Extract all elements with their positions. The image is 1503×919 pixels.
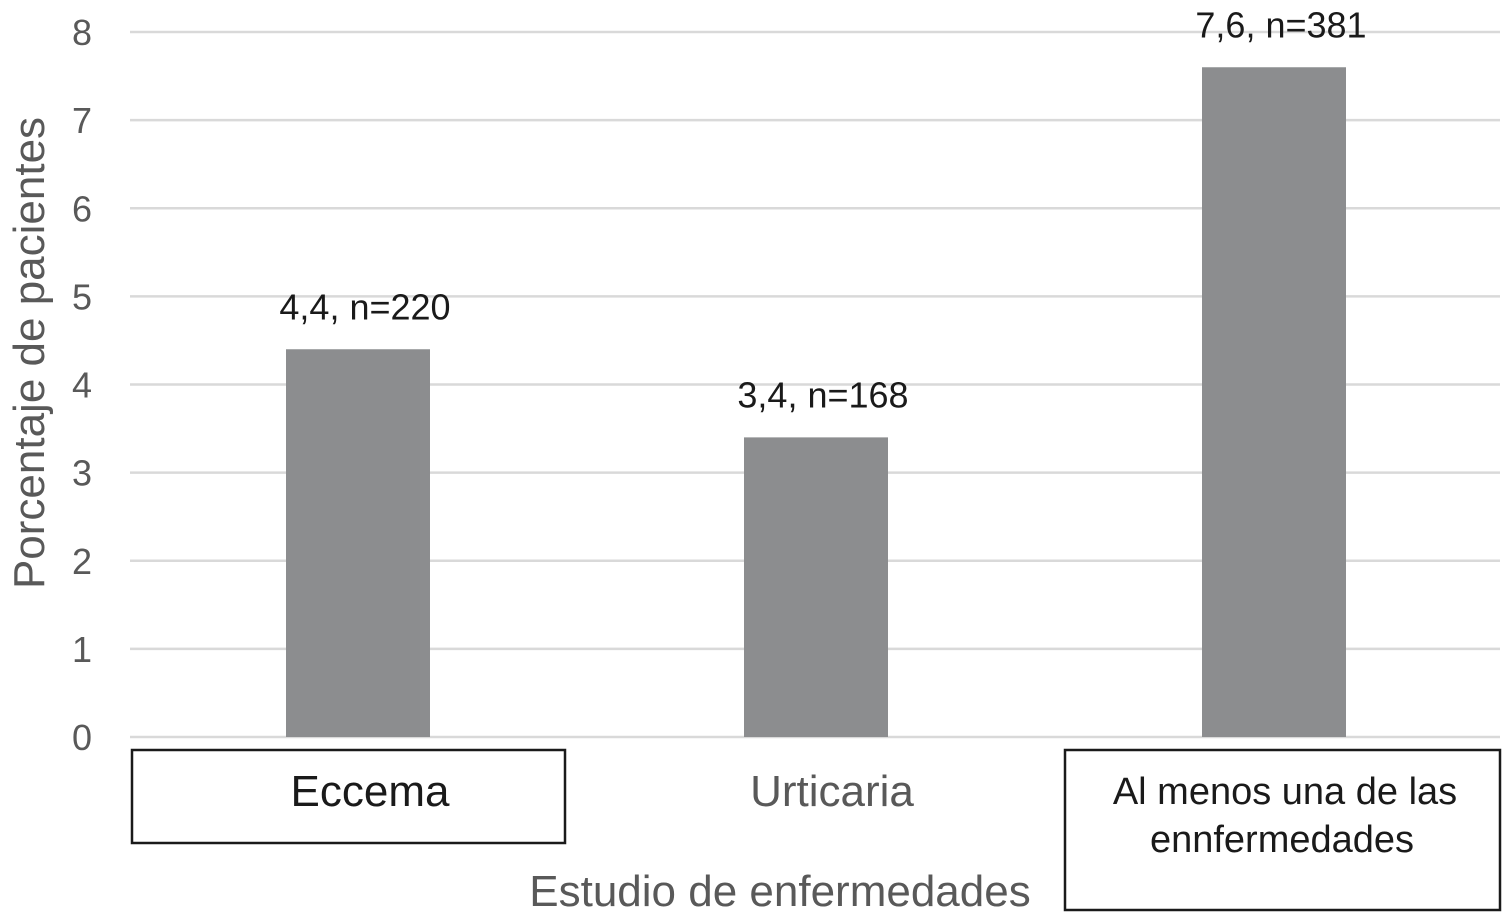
data-label: 7,6, n=381 (1195, 4, 1366, 45)
y-tick-label: 3 (72, 453, 92, 494)
y-tick-label: 6 (72, 188, 92, 229)
bar (1202, 67, 1346, 737)
category-label: Urticaria (750, 767, 914, 816)
data-label: 3,4, n=168 (737, 374, 908, 415)
bar (286, 349, 430, 737)
category-label-line: Al menos una de las (1113, 771, 1457, 813)
y-tick-label: 8 (72, 12, 92, 53)
x-axis-title: Estudio de enfermedades (529, 867, 1030, 916)
y-tick-label: 0 (72, 717, 92, 758)
y-tick-label: 4 (72, 365, 92, 406)
y-axis-ticks: 0 1 2 3 4 5 6 7 8 (72, 12, 92, 758)
y-tick-label: 2 (72, 541, 92, 582)
y-tick-label: 7 (72, 100, 92, 141)
y-tick-label: 1 (72, 629, 92, 670)
category-label: Eccema (291, 767, 450, 816)
category-label-line: ennfermedades (1150, 819, 1414, 861)
bar (744, 437, 888, 737)
y-axis-title: Porcentaje de pacientes (5, 117, 54, 589)
data-label: 4,4, n=220 (279, 286, 450, 327)
y-tick-label: 5 (72, 276, 92, 317)
